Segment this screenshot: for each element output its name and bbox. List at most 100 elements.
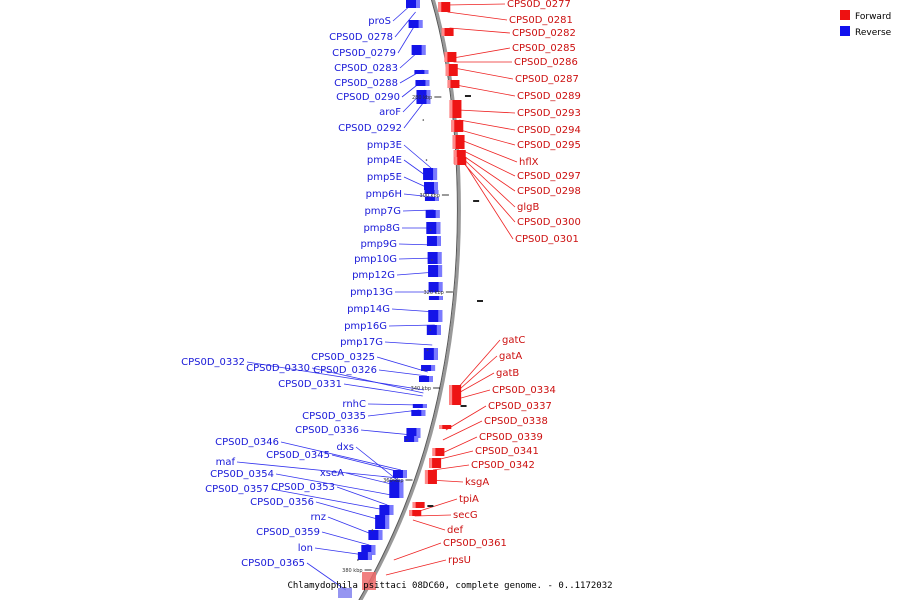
forward-gene-label: CPS0D_0297 [517,171,581,182]
reverse-gene-block-shade [426,90,431,104]
reverse-gene-block [412,404,427,408]
reverse-gene-label: CPS0D_0345 [266,450,330,461]
feature-mark [464,95,471,97]
forward-gene-block-shade [412,502,416,508]
feature-dot [425,159,428,161]
reverse-connector [345,472,396,486]
reverse-connector [384,341,433,346]
reverse-connector [327,516,375,536]
reverse-gene-label: lon [298,543,313,554]
reverse-connector [311,367,424,394]
reverse-connector [321,531,370,546]
forward-connector [455,84,516,97]
forward-gene-block-shade [429,458,433,468]
reverse-gene-block-shade [438,282,443,292]
forward-connector [455,355,498,394]
forward-gene-label: CPS0D_0277 [507,0,571,10]
reverse-gene-label: CPS0D_0292 [338,123,402,134]
reverse-gene-block [338,588,352,598]
scale-tick-label: 320 kbp [423,290,443,296]
reverse-gene-label: CPS0D_0353 [271,482,335,493]
forward-connector [416,498,458,513]
forward-connector [461,149,516,177]
forward-connector [385,559,447,576]
reverse-gene-block [424,197,439,201]
forward-gene-block [362,572,376,590]
forward-connector [459,119,516,131]
forward-gene-label: gatB [496,368,519,379]
forward-connector [462,161,516,223]
reverse-gene-label: CPS0D_0278 [329,32,393,43]
forward-gene-block [432,448,445,456]
reverse-gene-block-shade [436,222,441,234]
reverse-gene-label: pmp5E [367,172,402,183]
reverse-gene-label: proS [368,16,391,27]
forward-gene-label: CPS0D_0287 [515,74,579,85]
forward-gene-label: CPS0D_0337 [488,401,552,412]
reverse-gene-block-shade [436,325,441,335]
forward-connector [458,109,516,114]
reverse-gene-label: CPS0D_0330 [246,363,310,374]
scale-tick-label: 280 kbp [412,95,432,101]
reverse-gene-label: pmp12G [352,270,395,281]
forward-gene-block-shade [445,64,449,76]
legend-reverse-label: Reverse [855,28,892,38]
forward-gene-label: gatA [499,351,522,362]
reverse-gene-block-shade [416,0,420,8]
forward-gene-block-shade [432,448,436,456]
reverse-gene-block-shade [424,70,429,74]
forward-gene-block-shade [449,100,453,118]
reverse-gene-label: CPS0D_0279 [332,48,396,59]
reverse-gene-block-shade [438,296,443,300]
reverse-gene-block-shade [385,515,390,529]
forward-gene-block-shade [438,2,442,12]
feature-dot [406,439,408,441]
reverse-gene-block-shade [378,530,383,540]
reverse-gene-label: pmp8G [363,223,400,234]
reverse-gene-block [428,282,443,292]
scale-tick-label: 300 kbp [420,193,440,199]
reverse-gene-block-shade [421,45,426,55]
forward-gene-label: gatC [502,335,525,346]
reverse-gene-block [424,182,439,190]
gene-labels: proS CPS0D_0278 CPS0D_0279 CPS0D_0283 CPS0D_… [181,0,581,569]
feature-mark [473,200,480,202]
forward-gene-block-shade [441,28,445,36]
forward-connector [437,436,478,456]
forward-gene-label: CPS0D_0286 [514,57,578,68]
reverse-gene-label: CPS0D_0354 [210,469,274,480]
forward-connector [436,450,474,461]
reverse-gene-label: CPS0D_0325 [311,352,375,363]
reverse-gene-block [379,505,394,515]
forward-gene-label: CPS0D_0282 [512,28,576,39]
reverse-gene-label: pmp10G [354,254,397,265]
reverse-gene-label: xseA [320,468,344,479]
reverse-connector [246,361,425,391]
reverse-gene-label: CPS0D_0336 [295,425,359,436]
reverse-gene-label: CPS0D_0357 [205,484,269,495]
forward-gene-label: def [447,525,464,536]
forward-gene-block-shade [409,510,413,516]
reverse-gene-block [428,296,443,300]
reverse-gene-block [411,45,426,55]
reverse-connector [403,193,433,198]
reverse-gene-block-shade [367,552,372,560]
legend-forward-swatch [840,10,850,20]
reverse-gene-label: pmp16G [344,321,387,332]
reverse-gene-block-shade [434,197,439,201]
legend-forward-label: Forward [855,12,891,22]
feature-mark [477,300,483,302]
forward-gene-label: CPS0D_0339 [479,432,543,443]
reverse-gene-block [411,410,426,416]
reverse-gene-label: pmp3E [367,140,402,151]
reverse-gene-label: pmp13G [350,287,393,298]
forward-gene-block [444,52,457,62]
reverse-gene-label: pmp9G [360,239,397,250]
forward-gene-block [447,80,460,88]
forward-gene-block-shade [449,385,453,405]
forward-gene-block-shade [451,120,455,132]
reverse-gene-label: CPS0D_0335 [302,411,366,422]
reverse-gene-block [361,545,376,555]
forward-gene-label: rpsU [448,555,471,566]
